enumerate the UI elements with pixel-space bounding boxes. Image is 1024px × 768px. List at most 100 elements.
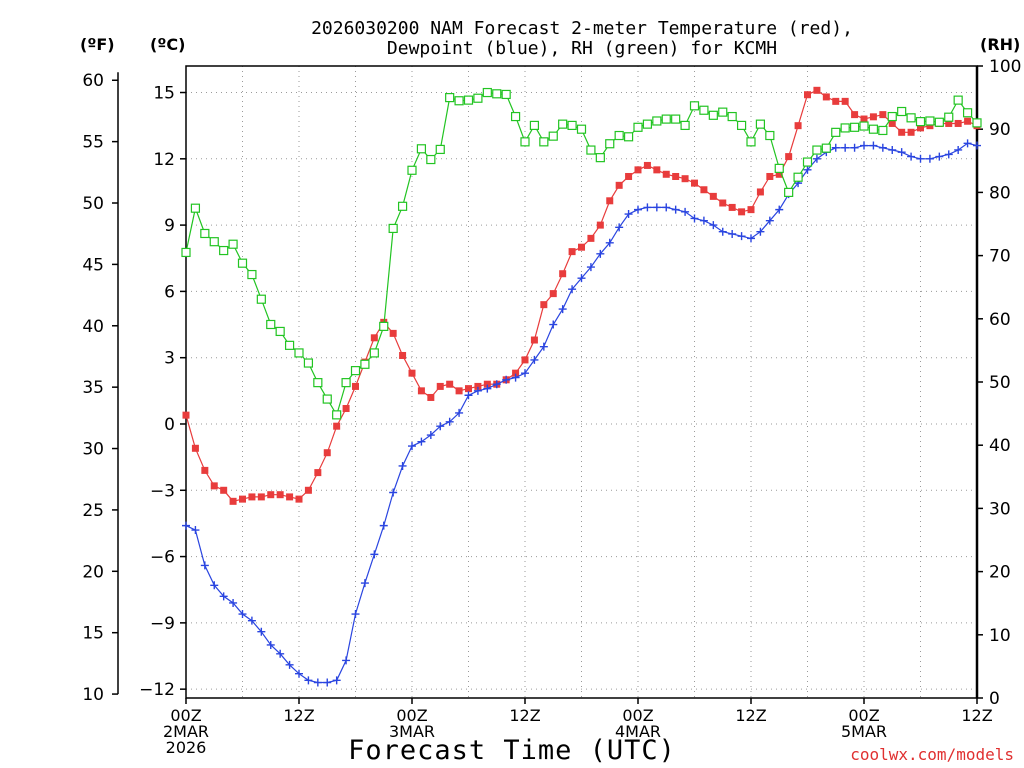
temperature-point xyxy=(408,369,416,377)
rh-point xyxy=(831,127,841,137)
dewpoint-point xyxy=(455,408,464,417)
dewpoint-point xyxy=(313,678,322,687)
dewpoint-point xyxy=(860,141,868,150)
temperature-point xyxy=(785,153,793,161)
celsius-tick-labels: −12 −9 −6 −3 0 3 6 9 12 15 xyxy=(139,84,175,701)
dewpoint-point xyxy=(464,391,473,400)
dewpoint-point xyxy=(963,139,972,148)
rh-point xyxy=(219,245,229,256)
rh-point xyxy=(689,101,700,111)
temperature-point xyxy=(841,97,849,105)
dewpoint-point xyxy=(615,223,624,232)
fahrenheit-tick-label: 60 xyxy=(82,71,104,91)
rh-point xyxy=(671,114,681,124)
rh-point xyxy=(953,95,963,105)
temperature-point xyxy=(521,356,529,364)
rh-point xyxy=(736,120,747,131)
time-tick-label: 12Z xyxy=(961,706,992,725)
celsius-tick-label: 9 xyxy=(164,216,175,236)
dewpoint-point xyxy=(643,203,652,212)
dewpoint-point xyxy=(191,526,200,535)
dewpoint-point xyxy=(878,143,887,152)
series-dewpoint xyxy=(182,139,981,687)
temperature-point xyxy=(615,181,623,189)
rh-point xyxy=(435,144,445,155)
temperature-point xyxy=(220,486,228,494)
temperature-point xyxy=(549,290,557,298)
dewpoint-point xyxy=(662,203,671,212)
rh-point xyxy=(944,112,954,122)
temperature-point xyxy=(738,208,746,216)
rh-point xyxy=(887,111,897,122)
rh-point xyxy=(454,96,464,106)
temperature-point xyxy=(399,351,407,359)
rh-point xyxy=(906,113,916,123)
dewpoint-point xyxy=(831,143,840,152)
temperature-point xyxy=(182,411,190,419)
temperature-point xyxy=(869,113,877,121)
dewpoint-point xyxy=(408,442,416,451)
dewpoint-point xyxy=(690,214,699,223)
dewpoint-point xyxy=(492,380,501,389)
series-layer xyxy=(181,86,982,687)
rh-point xyxy=(915,117,926,127)
rh-point xyxy=(539,137,549,147)
rh-tick-label: 80 xyxy=(989,183,1011,203)
rh-tick-label: 20 xyxy=(989,563,1011,583)
dewpoint-point xyxy=(605,238,614,247)
dewpoint-point xyxy=(586,263,595,272)
temperature-point xyxy=(530,336,538,344)
dewpoint-point xyxy=(596,249,605,258)
temperature-point xyxy=(851,111,859,119)
temperature-point xyxy=(389,329,397,337)
dewpoint-point xyxy=(812,154,821,163)
time-tick-label: 00Z xyxy=(170,706,201,725)
celsius-tick-label: −12 xyxy=(139,680,175,700)
rh-point xyxy=(275,326,285,337)
rh-point xyxy=(209,237,219,247)
dewpoint-point xyxy=(200,561,209,570)
time-tick-label: 00Z xyxy=(848,706,879,725)
dewpoint-point xyxy=(360,579,369,588)
rh-point xyxy=(369,348,379,358)
dewpoint-point xyxy=(276,649,285,658)
dewpoint-point xyxy=(756,227,765,236)
temperature-point xyxy=(625,172,633,180)
time-tick-label: 12Z xyxy=(735,706,766,725)
rh-point xyxy=(510,111,521,122)
dewpoint-point xyxy=(210,581,219,590)
temperature-point xyxy=(512,369,520,377)
temperature-point xyxy=(879,111,887,119)
dewpoint-point xyxy=(473,386,482,395)
dewpoint-point xyxy=(351,610,360,619)
dewpoint-point xyxy=(332,676,341,685)
temperature-point xyxy=(352,382,359,390)
dewpoint-point xyxy=(907,152,916,161)
temperature-point xyxy=(587,234,595,242)
dewpoint-point xyxy=(681,207,690,216)
rh-point xyxy=(708,110,718,120)
temperature-point xyxy=(483,380,491,388)
rh-point xyxy=(407,165,417,175)
rh-point xyxy=(661,114,671,124)
dewpoint-point xyxy=(850,143,859,152)
rh-point xyxy=(397,201,408,211)
time-tick-label: 2026 xyxy=(166,738,207,757)
temperature-point xyxy=(267,491,275,499)
temperature-point xyxy=(286,493,294,501)
rh-unit-label: (RH) xyxy=(980,35,1020,54)
temperature-point xyxy=(700,186,708,194)
x-axis-label: Forecast Time (UTC) xyxy=(348,735,676,766)
dewpoint-point xyxy=(266,640,275,649)
rh-point xyxy=(501,89,511,100)
dewpoint-point xyxy=(803,165,812,174)
rh-point xyxy=(972,118,982,128)
rh-point xyxy=(642,119,653,129)
celsius-tick-label: 12 xyxy=(153,150,175,170)
temperature-point xyxy=(917,124,924,132)
dewpoint-point xyxy=(709,221,718,230)
temperature-point xyxy=(964,117,972,125)
dewpoint-point xyxy=(502,375,511,384)
